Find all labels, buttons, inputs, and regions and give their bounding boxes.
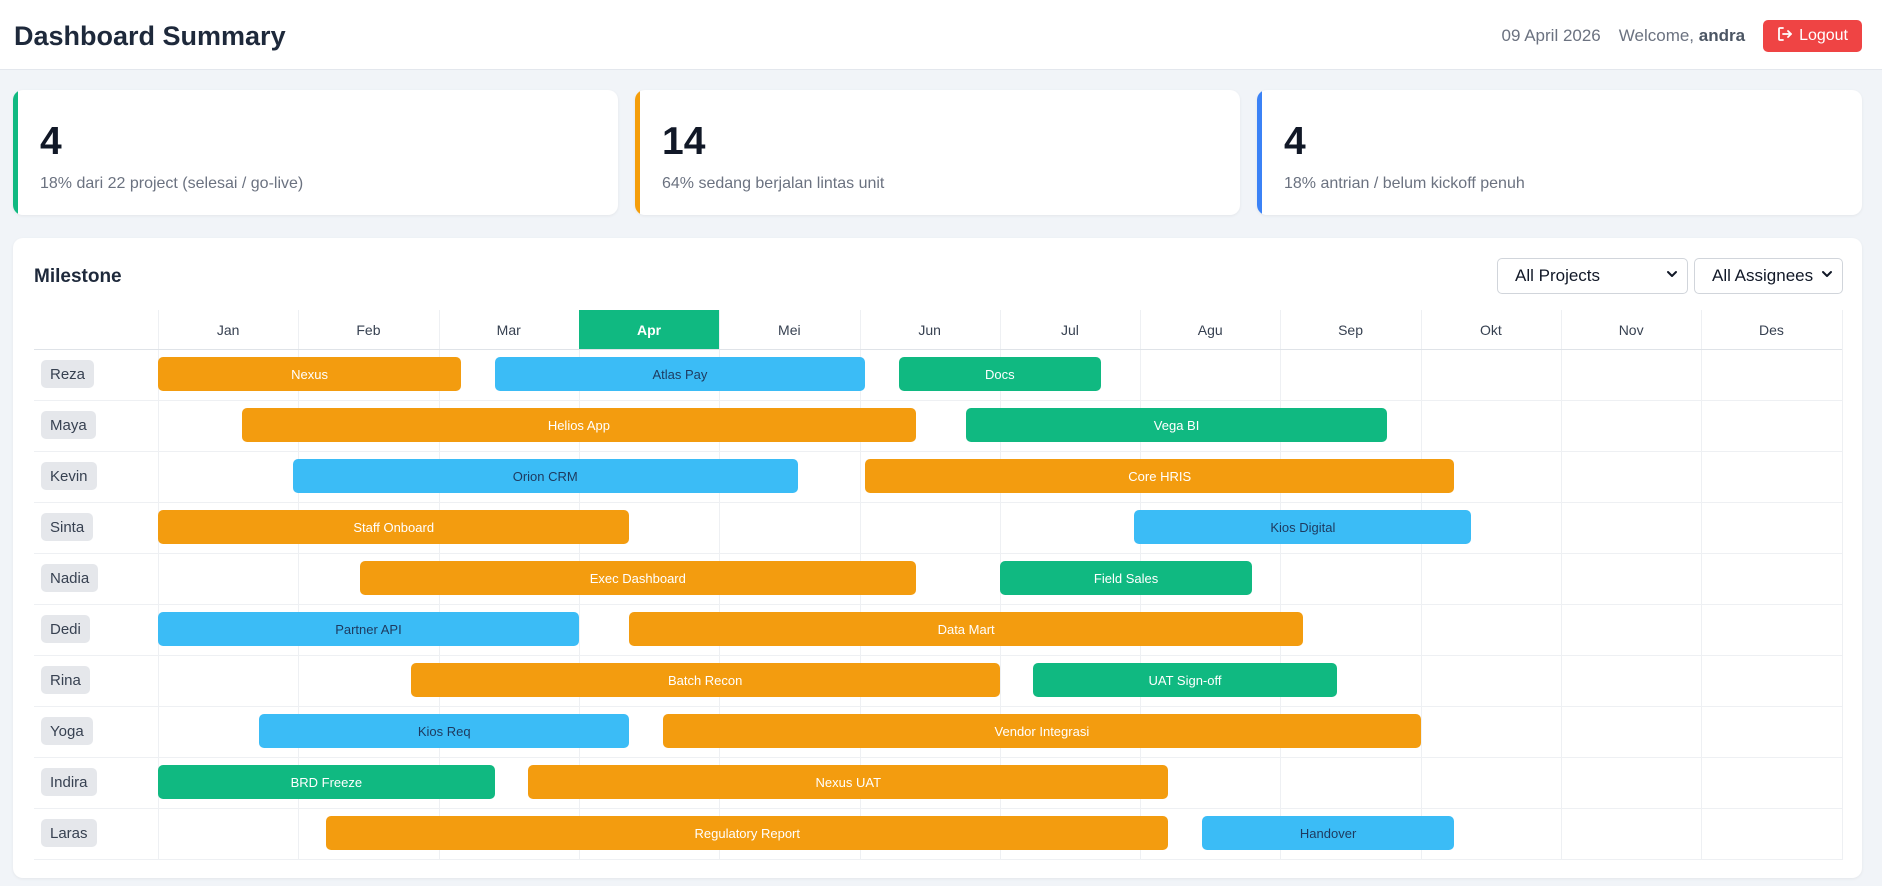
stat-description: 18% dari 22 project (selesai / go-live): [40, 175, 304, 192]
milestone-bar[interactable]: Core HRIS: [865, 459, 1455, 493]
welcome-prefix: Welcome,: [1618, 26, 1695, 45]
assignee-label: Sinta: [41, 513, 94, 541]
stat-card-in-progress: 14 64% sedang berjalan lintas unit: [635, 90, 1240, 215]
grid-line: [1561, 310, 1562, 860]
milestone-bar[interactable]: Field Sales: [999, 561, 1253, 595]
month-header-mei: Mei: [778, 321, 801, 338]
milestone-bar[interactable]: BRD Freeze: [158, 765, 495, 799]
milestone-panel: Milestone All Projects All Assignees Jan…: [13, 238, 1862, 878]
stat-description: 18% antrian / belum kickoff penuh: [1284, 175, 1525, 192]
milestone-bar[interactable]: Partner API: [158, 612, 579, 646]
milestone-bar[interactable]: Nexus UAT: [528, 765, 1169, 799]
assignee-label: Kevin: [41, 462, 97, 490]
milestone-title: Milestone: [34, 266, 122, 287]
project-filter-select[interactable]: All Projects: [1497, 258, 1688, 294]
username: andra: [1698, 26, 1746, 45]
assignee-label: Dedi: [41, 615, 90, 643]
month-header-sep: Sep: [1338, 321, 1363, 338]
month-header-apr: Apr: [578, 310, 720, 349]
row-divider: [34, 757, 1842, 758]
grid-line: [1280, 310, 1282, 860]
assignee-label: Rina: [41, 666, 90, 694]
assignee-label: Nadia: [41, 564, 99, 592]
month-header-nov: Nov: [1618, 321, 1644, 338]
stat-value: 4: [1284, 120, 1306, 163]
grid-line: [298, 310, 300, 860]
assignee-filter-value: All Assignees: [1712, 266, 1814, 285]
row-divider: [34, 400, 1842, 401]
row-divider: [34, 451, 1842, 452]
assignee-label: Maya: [41, 411, 96, 439]
month-header-okt: Okt: [1479, 321, 1502, 338]
month-header-jul: Jul: [1060, 321, 1079, 338]
assignee-label: Laras: [41, 819, 97, 847]
grid-line: [1701, 310, 1703, 860]
milestone-bar[interactable]: Exec Dashboard: [360, 561, 916, 595]
milestone-bar[interactable]: Staff Onboard: [158, 510, 630, 544]
row-divider: [34, 553, 1842, 554]
logout-button[interactable]: Logout: [1763, 20, 1862, 52]
assignee-filter-select[interactable]: All Assignees: [1694, 258, 1843, 294]
month-header-feb: Feb: [356, 321, 381, 338]
assignee-label: Yoga: [41, 717, 93, 745]
month-header-agu: Agu: [1197, 321, 1223, 338]
stat-card-completed: 4 18% dari 22 project (selesai / go-live…: [13, 90, 618, 215]
milestone-bar[interactable]: Docs: [898, 357, 1101, 391]
grid-line: [1420, 310, 1422, 860]
row-divider: [34, 808, 1842, 809]
milestone-bar[interactable]: Orion CRM: [292, 459, 798, 493]
stat-value: 4: [40, 120, 62, 163]
grid-line: [158, 310, 159, 860]
milestone-bar[interactable]: Regulatory Report: [326, 816, 1169, 850]
milestone-bar[interactable]: Helios App: [242, 408, 916, 442]
milestone-bar[interactable]: Data Mart: [629, 612, 1303, 646]
row-divider: [34, 706, 1842, 707]
stat-card-queued: 4 18% antrian / belum kickoff penuh: [1257, 90, 1862, 215]
row-divider: [34, 859, 1842, 860]
stat-cards: 4 18% dari 22 project (selesai / go-live…: [13, 90, 1862, 215]
logout-label: Logout: [1799, 27, 1848, 44]
grid-line: [1841, 310, 1843, 860]
milestone-bar[interactable]: Nexus: [158, 357, 462, 391]
project-filter-value: All Projects: [1515, 266, 1601, 285]
milestone-bar[interactable]: Handover: [1201, 816, 1455, 850]
milestone-bar[interactable]: UAT Sign-off: [1033, 663, 1337, 697]
gantt-chart: Jan Feb Mar Apr Mei Jun Jul Agu Sep Okt Nov Des Reza…: [34, 310, 1843, 860]
stat-value: 14: [662, 120, 706, 163]
month-header-jan: Jan: [216, 321, 240, 338]
chevron-down-icon: [1665, 266, 1679, 286]
page-title: Dashboard Summary: [14, 21, 286, 51]
assignee-label: Reza: [41, 360, 95, 388]
milestone-filters: All Projects All Assignees: [1497, 258, 1843, 294]
row-divider: [34, 604, 1842, 605]
welcome-text: Welcome, andra: [1619, 26, 1745, 46]
sign-out-icon: [1777, 26, 1793, 47]
milestone-bar[interactable]: Kios Digital: [1134, 510, 1472, 544]
chevron-down-icon: [1820, 266, 1834, 286]
month-header-jun: Jun: [918, 321, 941, 338]
current-date: 09 April 2026: [1501, 26, 1601, 45]
milestone-bar[interactable]: Vendor Integrasi: [663, 714, 1421, 748]
milestone-bar[interactable]: Batch Recon: [410, 663, 1000, 697]
milestone-bar[interactable]: Vega BI: [966, 408, 1388, 442]
month-header-des: Des: [1758, 321, 1784, 338]
header-divider: [34, 349, 1842, 350]
stat-description: 64% sedang berjalan lintas unit: [662, 175, 885, 192]
milestone-bar[interactable]: Atlas Pay: [494, 357, 866, 391]
month-header-mar: Mar: [496, 321, 521, 338]
top-bar: Dashboard Summary 09 April 2026 Welcome,…: [0, 0, 1882, 70]
assignee-label: Indira: [41, 768, 97, 796]
row-divider: [34, 655, 1842, 656]
milestone-bar[interactable]: Kios Req: [259, 714, 630, 748]
row-divider: [34, 502, 1842, 503]
header-right: 09 April 2026 Welcome, andra Logout: [1502, 20, 1862, 52]
